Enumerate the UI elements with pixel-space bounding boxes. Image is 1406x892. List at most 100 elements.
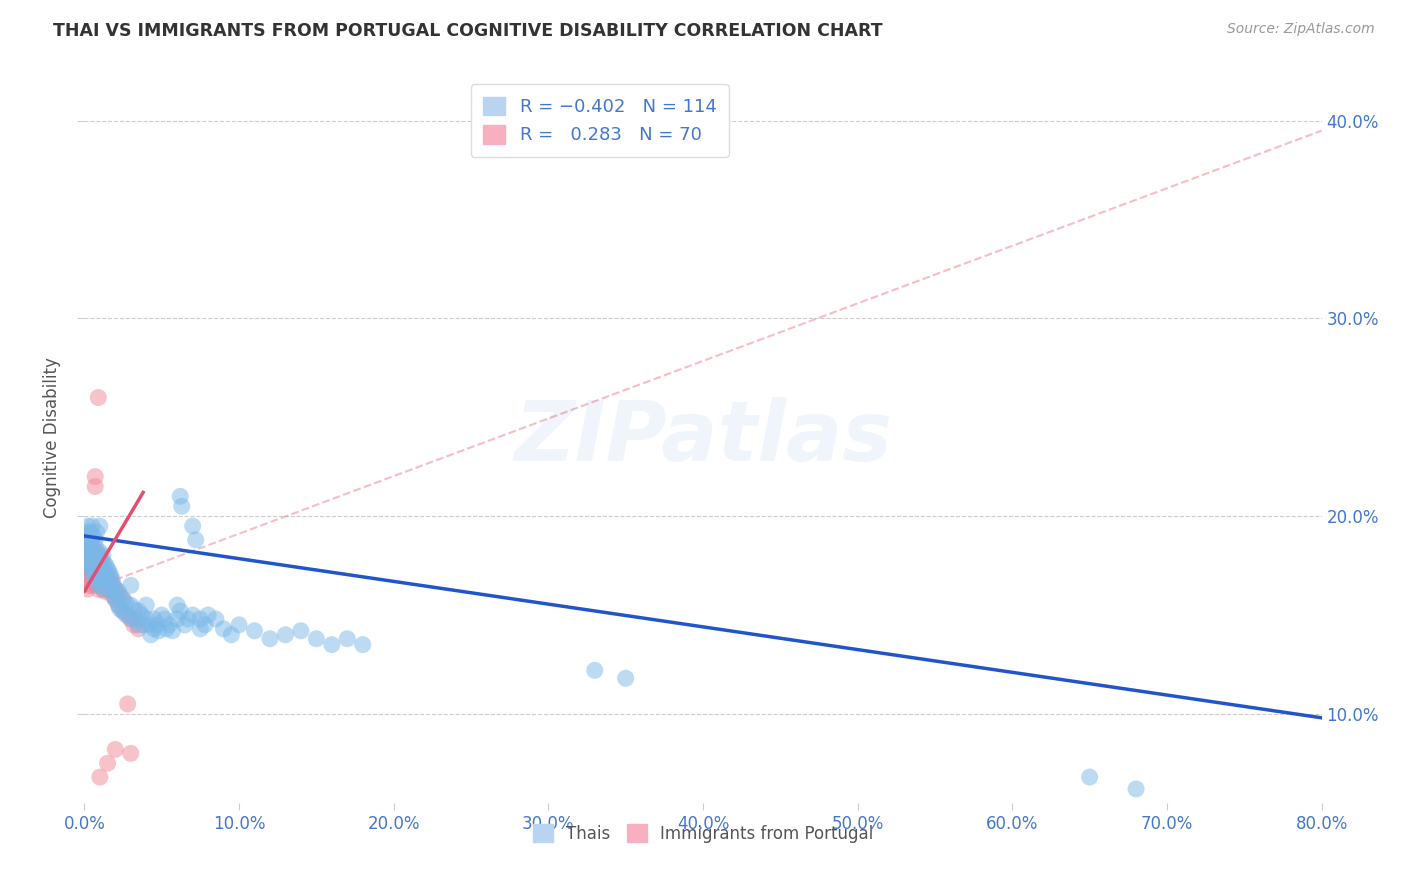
Point [104, 582, 127, 597]
Point [77, 562, 100, 576]
Point [169, 604, 191, 618]
Point [79, 539, 101, 553]
Point [96, 582, 118, 597]
Point [174, 618, 197, 632]
Point [87, 578, 110, 592]
Point [77, 524, 100, 539]
Point [150, 607, 173, 622]
Point [77, 549, 100, 563]
Point [96, 576, 118, 591]
Point [86, 545, 108, 559]
Point [89, 770, 111, 784]
Point [89, 558, 111, 573]
Point [104, 592, 127, 607]
Point [143, 622, 166, 636]
Point [76, 582, 98, 597]
Point [583, 664, 606, 678]
Point [177, 612, 200, 626]
Point [98, 578, 121, 592]
Point [155, 622, 177, 636]
Point [122, 602, 145, 616]
Point [107, 598, 129, 612]
Point [84, 552, 107, 566]
Point [120, 598, 142, 612]
Point [91, 549, 114, 563]
Point [83, 529, 105, 543]
Point [76, 539, 98, 553]
Point [91, 562, 114, 576]
Point [77, 578, 100, 592]
Point [87, 568, 110, 582]
Point [89, 573, 111, 587]
Point [79, 533, 101, 547]
Point [79, 573, 101, 587]
Point [1125, 781, 1147, 796]
Point [90, 552, 112, 566]
Point [82, 549, 104, 563]
Point [112, 592, 135, 607]
Point [305, 632, 328, 646]
Point [79, 524, 101, 539]
Point [117, 697, 139, 711]
Point [197, 607, 219, 622]
Point [83, 562, 105, 576]
Point [127, 618, 149, 632]
Point [166, 598, 188, 612]
Point [84, 552, 107, 566]
Point [84, 469, 107, 483]
Point [98, 565, 121, 579]
Point [194, 618, 217, 632]
Point [108, 588, 131, 602]
Text: Source: ZipAtlas.com: Source: ZipAtlas.com [1227, 22, 1375, 37]
Point [112, 592, 135, 607]
Text: ZIPatlas: ZIPatlas [515, 397, 891, 477]
Point [79, 558, 101, 573]
Point [93, 584, 115, 599]
Point [84, 479, 107, 493]
Point [212, 622, 235, 636]
Point [274, 628, 297, 642]
Point [108, 602, 131, 616]
Point [100, 568, 122, 582]
Point [84, 568, 107, 582]
Point [84, 539, 107, 553]
Point [96, 562, 118, 576]
Point [90, 578, 112, 592]
Point [94, 578, 117, 592]
Point [77, 529, 100, 543]
Point [132, 618, 155, 632]
Point [170, 500, 193, 514]
Point [103, 578, 125, 592]
Point [181, 607, 204, 622]
Point [83, 565, 105, 579]
Point [146, 618, 169, 632]
Point [79, 565, 101, 579]
Legend: Thais, Immigrants from Portugal: Thais, Immigrants from Portugal [526, 818, 880, 849]
Point [75, 529, 97, 543]
Point [89, 558, 111, 573]
Point [91, 568, 114, 582]
Point [184, 533, 207, 547]
Point [98, 578, 121, 592]
Point [107, 584, 129, 599]
Point [188, 612, 211, 626]
Point [115, 607, 138, 622]
Point [93, 568, 115, 582]
Point [86, 524, 108, 539]
Point [1078, 770, 1101, 784]
Point [100, 573, 122, 587]
Point [82, 519, 104, 533]
Point [101, 573, 124, 587]
Point [93, 573, 115, 587]
Y-axis label: Cognitive Disability: Cognitive Disability [44, 357, 62, 517]
Point [77, 549, 100, 563]
Point [228, 618, 250, 632]
Point [94, 573, 117, 587]
Point [90, 565, 112, 579]
Point [76, 533, 98, 547]
Point [101, 588, 124, 602]
Point [104, 582, 127, 597]
Point [100, 582, 122, 597]
Point [188, 622, 211, 636]
Point [107, 588, 129, 602]
